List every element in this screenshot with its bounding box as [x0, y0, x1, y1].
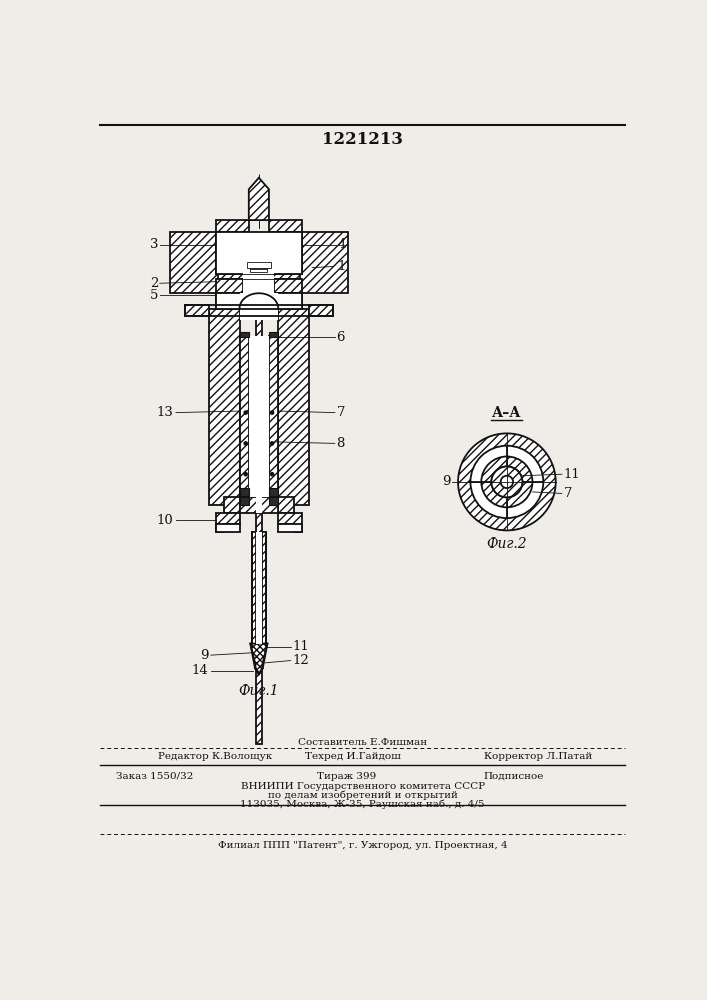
- Bar: [240, 497, 249, 505]
- Text: ВНИИПИ Государственного комитета СССР: ВНИИПИ Государственного комитета СССР: [240, 782, 485, 791]
- Polygon shape: [279, 293, 301, 309]
- Text: 3: 3: [150, 238, 158, 251]
- Polygon shape: [216, 293, 240, 309]
- Bar: [256, 497, 262, 513]
- Text: 1: 1: [338, 260, 346, 273]
- Polygon shape: [274, 279, 301, 293]
- Bar: [269, 497, 279, 505]
- Bar: [243, 257, 274, 274]
- Bar: [249, 336, 259, 497]
- Bar: [269, 332, 279, 337]
- Polygon shape: [279, 309, 309, 505]
- Bar: [250, 268, 267, 272]
- Polygon shape: [243, 243, 274, 257]
- Polygon shape: [170, 232, 243, 293]
- Bar: [249, 336, 256, 497]
- Text: 11: 11: [563, 468, 580, 481]
- Text: 6: 6: [337, 331, 345, 344]
- Text: 9: 9: [200, 649, 209, 662]
- Bar: [216, 232, 301, 274]
- Circle shape: [270, 410, 274, 415]
- Bar: [240, 488, 249, 496]
- Polygon shape: [224, 497, 240, 513]
- Circle shape: [243, 410, 248, 415]
- Bar: [259, 336, 269, 497]
- Bar: [243, 265, 274, 274]
- Text: Корректор Л.Патай: Корректор Л.Патай: [484, 752, 592, 761]
- Bar: [216, 293, 301, 309]
- Polygon shape: [240, 497, 279, 513]
- Bar: [269, 488, 279, 496]
- Polygon shape: [216, 220, 249, 232]
- Circle shape: [270, 441, 274, 446]
- Polygon shape: [218, 274, 300, 279]
- Polygon shape: [269, 336, 279, 497]
- Circle shape: [243, 441, 248, 446]
- Circle shape: [458, 433, 556, 530]
- Text: Подписное: Подписное: [484, 772, 544, 781]
- Text: 10: 10: [157, 514, 174, 527]
- Text: 11: 11: [292, 640, 309, 653]
- Bar: [243, 279, 274, 293]
- Text: 4: 4: [338, 238, 346, 251]
- Polygon shape: [279, 513, 301, 532]
- Text: 5: 5: [150, 289, 158, 302]
- Polygon shape: [309, 305, 332, 316]
- Polygon shape: [252, 532, 256, 644]
- Polygon shape: [249, 178, 269, 220]
- Circle shape: [491, 466, 522, 497]
- Bar: [263, 336, 269, 497]
- Text: Техред И.Гайдош: Техред И.Гайдош: [305, 752, 402, 761]
- Text: 9: 9: [442, 475, 450, 488]
- Text: 2: 2: [150, 277, 158, 290]
- Polygon shape: [216, 513, 240, 532]
- Text: 113035, Москва, Ж-35, Раушская наб., д. 4/5: 113035, Москва, Ж-35, Раушская наб., д. …: [240, 799, 485, 809]
- Circle shape: [481, 456, 532, 507]
- Circle shape: [501, 476, 513, 488]
- Polygon shape: [274, 232, 348, 293]
- Text: Заказ 1550/32: Заказ 1550/32: [115, 772, 193, 781]
- Text: Филиал ППП "Патент", г. Ужгород, ул. Проектная, 4: Филиал ППП "Патент", г. Ужгород, ул. Про…: [218, 841, 508, 850]
- Bar: [279, 524, 301, 532]
- Polygon shape: [279, 497, 293, 513]
- Polygon shape: [269, 220, 301, 232]
- Polygon shape: [274, 232, 301, 274]
- Polygon shape: [209, 309, 240, 505]
- Text: 7: 7: [337, 406, 345, 419]
- Polygon shape: [216, 232, 243, 274]
- Circle shape: [243, 472, 248, 477]
- Circle shape: [470, 446, 543, 518]
- Polygon shape: [256, 309, 262, 744]
- Text: Фиг.2: Фиг.2: [486, 537, 527, 551]
- Bar: [240, 332, 249, 337]
- Text: Составитель Е.Фишман: Составитель Е.Фишман: [298, 738, 427, 747]
- Text: 7: 7: [563, 487, 572, 500]
- Text: Редактор К.Волощук: Редактор К.Волощук: [158, 752, 272, 761]
- Bar: [247, 262, 271, 268]
- Text: Фиг.1: Фиг.1: [238, 684, 279, 698]
- Polygon shape: [250, 644, 267, 674]
- Polygon shape: [262, 532, 266, 644]
- Bar: [216, 524, 240, 532]
- Text: 8: 8: [337, 437, 345, 450]
- Bar: [256, 532, 262, 644]
- Circle shape: [270, 472, 274, 477]
- Text: 14: 14: [192, 664, 209, 677]
- Text: 12: 12: [292, 654, 309, 667]
- Circle shape: [491, 466, 522, 497]
- Text: Тираж 399: Тираж 399: [317, 772, 376, 781]
- Bar: [243, 274, 274, 279]
- Polygon shape: [249, 257, 269, 265]
- Polygon shape: [240, 336, 249, 497]
- Text: 13: 13: [157, 406, 174, 419]
- Polygon shape: [185, 305, 209, 316]
- Bar: [240, 293, 279, 320]
- Text: А–А: А–А: [492, 406, 522, 420]
- Text: 1221213: 1221213: [322, 131, 403, 148]
- Polygon shape: [216, 279, 243, 293]
- Text: по делам изобретений и открытий: по делам изобретений и открытий: [268, 791, 457, 800]
